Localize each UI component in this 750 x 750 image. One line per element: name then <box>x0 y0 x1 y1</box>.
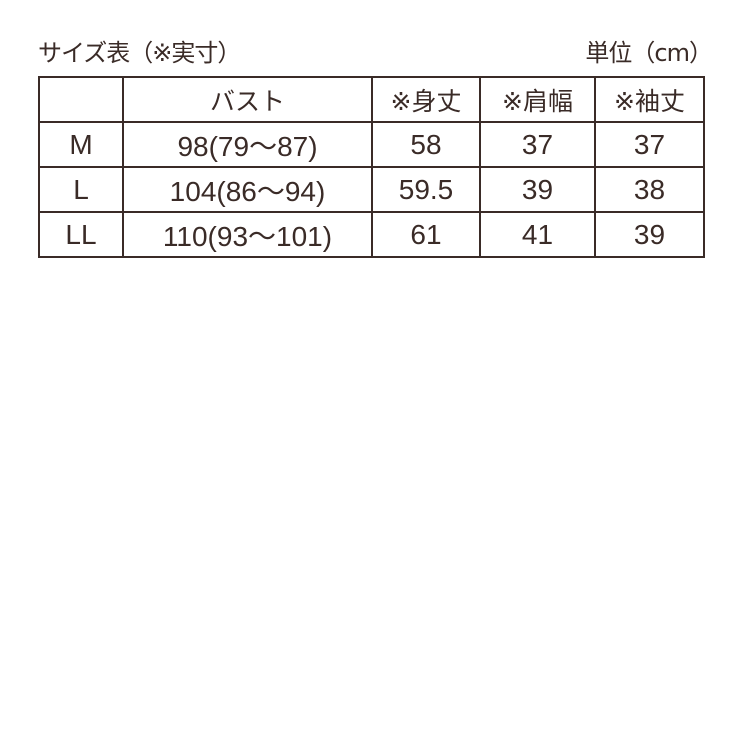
sleeve-cell: 38 <box>594 166 705 213</box>
size-cell: LL <box>38 211 124 258</box>
bust-cell: 104(86～94) <box>122 166 373 213</box>
table-header-row: バスト ※身丈 ※肩幅 ※袖丈 <box>38 76 705 123</box>
unit-label: 単位（cm） <box>585 39 713 67</box>
bust-cell: 110(93～101) <box>122 211 373 258</box>
header-cell-sleeve: ※袖丈 <box>594 76 705 123</box>
sleeve-cell: 37 <box>594 121 705 168</box>
size-cell: L <box>38 166 124 213</box>
header-cell-size <box>38 76 124 123</box>
header-cell-bust: バスト <box>122 76 373 123</box>
size-cell: M <box>38 121 124 168</box>
table-row: L 104(86～94) 59.5 39 38 <box>38 166 705 213</box>
table-row: M 98(79～87) 58 37 37 <box>38 121 705 168</box>
size-table: バスト ※身丈 ※肩幅 ※袖丈 M 98(79～87) 58 37 37 L 1… <box>38 76 705 258</box>
header-cell-shoulder: ※肩幅 <box>479 76 596 123</box>
length-cell: 58 <box>371 121 481 168</box>
sleeve-cell: 39 <box>594 211 705 258</box>
shoulder-cell: 41 <box>479 211 596 258</box>
length-cell: 61 <box>371 211 481 258</box>
shoulder-cell: 37 <box>479 121 596 168</box>
bust-cell: 98(79～87) <box>122 121 373 168</box>
size-chart-title: サイズ表（※実寸） <box>38 39 241 67</box>
length-cell: 59.5 <box>371 166 481 213</box>
header-cell-length: ※身丈 <box>371 76 481 123</box>
table-row: LL 110(93～101) 61 41 39 <box>38 211 705 258</box>
shoulder-cell: 39 <box>479 166 596 213</box>
